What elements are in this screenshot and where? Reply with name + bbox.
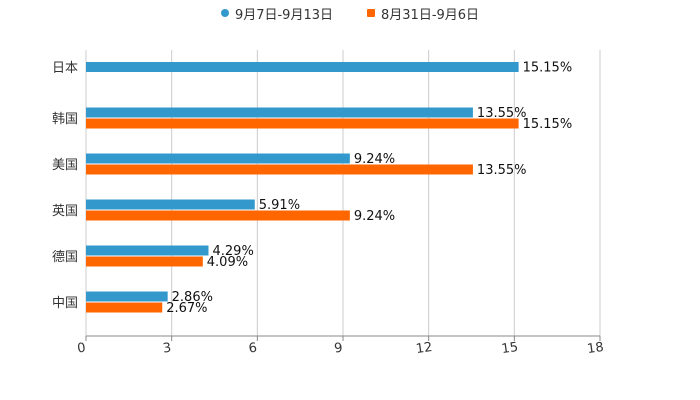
bar-value-label: 15.15% xyxy=(523,117,573,132)
bar-value-label: 2.67% xyxy=(166,301,207,316)
bar-value-label: 15.15% xyxy=(523,61,573,76)
bar-series-2 xyxy=(86,256,203,267)
bar-value-label: 13.55% xyxy=(477,106,527,121)
bar-value-label: 13.55% xyxy=(477,163,527,178)
category-label: 德国 xyxy=(52,250,78,265)
x-tick-label: 12 xyxy=(415,340,433,357)
bar-series-2 xyxy=(86,210,350,221)
bar-value-label: 2.86% xyxy=(172,290,213,305)
x-tick-label: 18 xyxy=(586,340,604,357)
x-tick-label: 15 xyxy=(501,340,519,357)
chart-legend: 9月7日-9月13日 8月31日-9月6日 xyxy=(0,4,700,23)
bar-series-1 xyxy=(86,153,350,164)
legend-item-series-2[interactable]: 8月31日-9月6日 xyxy=(367,4,480,23)
bar-value-label: 9.24% xyxy=(354,209,395,224)
bar-value-label: 9.24% xyxy=(354,152,395,167)
bar-series-2 xyxy=(86,302,163,313)
legend-label: 9月7日-9月13日 xyxy=(234,7,333,23)
x-tick-label: 0 xyxy=(76,341,86,357)
legend-item-series-1[interactable]: 9月7日-9月13日 xyxy=(220,4,333,23)
category-label: 日本 xyxy=(52,61,78,76)
category-label: 韩国 xyxy=(52,112,78,127)
bar-series-1 xyxy=(86,199,255,210)
category-label: 美国 xyxy=(52,158,78,173)
x-tick-label: 9 xyxy=(333,341,343,357)
bar-value-label: 4.29% xyxy=(213,244,254,259)
bar-series-1 xyxy=(86,107,473,118)
x-tick-label: 6 xyxy=(248,341,258,357)
bar-value-label: 4.09% xyxy=(207,255,248,270)
bar-series-1 xyxy=(86,62,519,72)
square-marker-icon xyxy=(367,9,375,17)
bar-value-label: 5.91% xyxy=(259,198,300,213)
circle-marker-icon xyxy=(220,9,229,17)
x-tick-label: 3 xyxy=(162,341,172,357)
bar-series-1 xyxy=(86,291,168,302)
category-label: 中国 xyxy=(52,296,78,311)
legend-label: 8月31日-9月6日 xyxy=(381,7,480,23)
category-label: 英国 xyxy=(52,204,78,219)
bar-series-1 xyxy=(86,245,209,256)
bar-series-2 xyxy=(86,164,473,175)
bar-series-2 xyxy=(86,118,519,129)
